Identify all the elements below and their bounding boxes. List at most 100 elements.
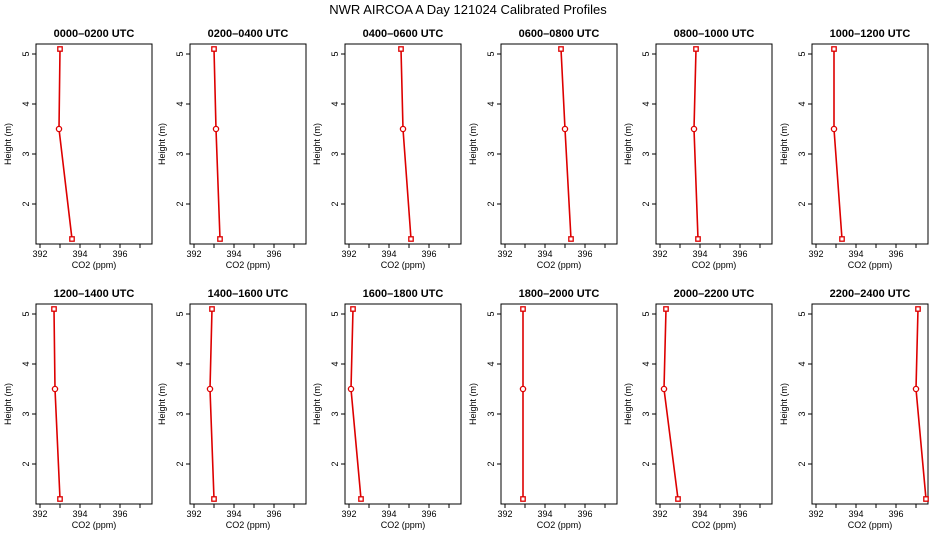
x-tick-label: 394 [537, 249, 552, 259]
y-tick-label: 5 [175, 311, 185, 316]
x-tick-label: 392 [32, 249, 47, 259]
data-point [408, 236, 414, 242]
x-tick-label: 394 [848, 509, 863, 519]
panel-title: 2000–2200 UTC [674, 288, 755, 300]
y-tick-label: 2 [21, 461, 31, 466]
x-axis-label: CO2 (ppm) [381, 260, 426, 270]
series-line [693, 48, 699, 240]
y-tick-label: 5 [486, 51, 496, 56]
y-tick-label: 3 [175, 151, 185, 156]
y-tick-label: 3 [175, 411, 185, 416]
y-tick-label: 3 [486, 411, 496, 416]
x-tick-label: 394 [537, 509, 552, 519]
panel-title: 1800–2000 UTC [519, 288, 600, 300]
data-point [912, 385, 920, 393]
panel-9: 1600–1800 UTC 392 394 396 2 3 4 5 CO2 (ppm) Heigh… [312, 288, 462, 530]
y-tick-label: 4 [330, 101, 340, 106]
plot-frame [35, 303, 153, 505]
y-tick-label: 5 [21, 51, 31, 56]
data-point [399, 125, 407, 133]
x-tick-label: 396 [888, 509, 903, 519]
x-tick-label: 394 [72, 249, 87, 259]
plot-frame [811, 303, 929, 505]
data-point [695, 236, 701, 242]
data-point [519, 385, 527, 393]
data-point [660, 385, 668, 393]
data-point [693, 46, 699, 52]
data-point [839, 236, 845, 242]
x-tick-label: 394 [72, 509, 87, 519]
data-point [520, 306, 526, 312]
x-tick-label: 394 [848, 249, 863, 259]
panel-5: 0800–1000 UTC 392 394 396 2 3 4 5 CO2 (ppm) Heigh… [623, 28, 773, 270]
plot-frame [344, 303, 462, 505]
y-tick-label: 4 [175, 361, 185, 366]
y-tick-label: 3 [797, 411, 807, 416]
panel-title: 1600–1800 UTC [363, 288, 444, 300]
y-tick-label: 4 [641, 361, 651, 366]
x-tick-label: 394 [381, 249, 396, 259]
data-point [211, 496, 217, 502]
x-tick-label: 394 [226, 249, 241, 259]
data-point [51, 306, 57, 312]
panel-10: 1800–2000 UTC 392 394 396 2 3 4 5 CO2 (ppm) Heigh… [468, 288, 618, 530]
data-point [915, 306, 921, 312]
y-axis-label: Height (m) [468, 383, 478, 425]
data-point [55, 125, 63, 133]
panel-11: 2000–2200 UTC 392 394 396 2 3 4 5 CO2 (ppm) Heigh… [623, 288, 773, 530]
y-tick-label: 4 [330, 361, 340, 366]
series-line [400, 48, 412, 240]
y-tick-label: 4 [797, 361, 807, 366]
x-tick-label: 394 [692, 509, 707, 519]
x-axis-label: CO2 (ppm) [692, 520, 737, 530]
x-tick-label: 396 [577, 249, 592, 259]
series-line [833, 49, 843, 240]
x-axis-label: CO2 (ppm) [537, 520, 582, 530]
y-tick-label: 3 [330, 151, 340, 156]
x-axis-label: CO2 (ppm) [381, 520, 426, 530]
x-tick-label: 392 [652, 249, 667, 259]
x-tick-label: 392 [652, 509, 667, 519]
y-axis-label: Height (m) [468, 123, 478, 165]
series-line [213, 48, 221, 240]
x-tick-label: 394 [381, 509, 396, 519]
panel-grid: 0000–0200 UTC 392 394 396 2 3 4 5 CO2 (ppm) Heigh… [3, 28, 929, 530]
y-tick-label: 2 [486, 201, 496, 206]
x-axis-label: CO2 (ppm) [226, 260, 271, 270]
x-tick-label: 392 [186, 249, 201, 259]
y-tick-label: 3 [21, 151, 31, 156]
y-tick-label: 5 [175, 51, 185, 56]
x-tick-label: 392 [186, 509, 201, 519]
panel-7: 1200–1400 UTC 392 394 396 2 3 4 5 CO2 (ppm) Heigh… [3, 288, 153, 530]
panel-title: 0200–0400 UTC [208, 28, 289, 40]
x-tick-label: 394 [226, 509, 241, 519]
y-axis-label: Height (m) [623, 123, 633, 165]
data-point [347, 385, 355, 393]
x-tick-label: 396 [577, 509, 592, 519]
data-point [561, 125, 569, 133]
y-tick-label: 2 [330, 461, 340, 466]
y-tick-label: 4 [21, 361, 31, 366]
data-point [830, 125, 838, 133]
panel-2: 0200–0400 UTC 392 394 396 2 3 4 5 CO2 (ppm) Heigh… [157, 28, 307, 270]
panel-title: 0400–0600 UTC [363, 28, 444, 40]
y-axis-label: Height (m) [779, 383, 789, 425]
panel-title: 0000–0200 UTC [54, 28, 135, 40]
y-tick-label: 5 [641, 51, 651, 56]
y-axis-label: Height (m) [312, 123, 322, 165]
series-line [58, 48, 73, 240]
data-point [217, 236, 223, 242]
x-axis-label: CO2 (ppm) [72, 260, 117, 270]
x-tick-label: 396 [421, 249, 436, 259]
x-tick-label: 392 [341, 249, 356, 259]
x-axis-label: CO2 (ppm) [226, 520, 271, 530]
data-point [358, 496, 364, 502]
plot-frame [189, 303, 307, 505]
y-tick-label: 4 [486, 361, 496, 366]
x-tick-label: 396 [266, 249, 281, 259]
x-tick-label: 394 [692, 249, 707, 259]
plot-frame [189, 43, 307, 245]
figure-title: NWR AIRCOA A Day 121024 Calibrated Profi… [329, 2, 607, 17]
y-tick-label: 5 [330, 51, 340, 56]
